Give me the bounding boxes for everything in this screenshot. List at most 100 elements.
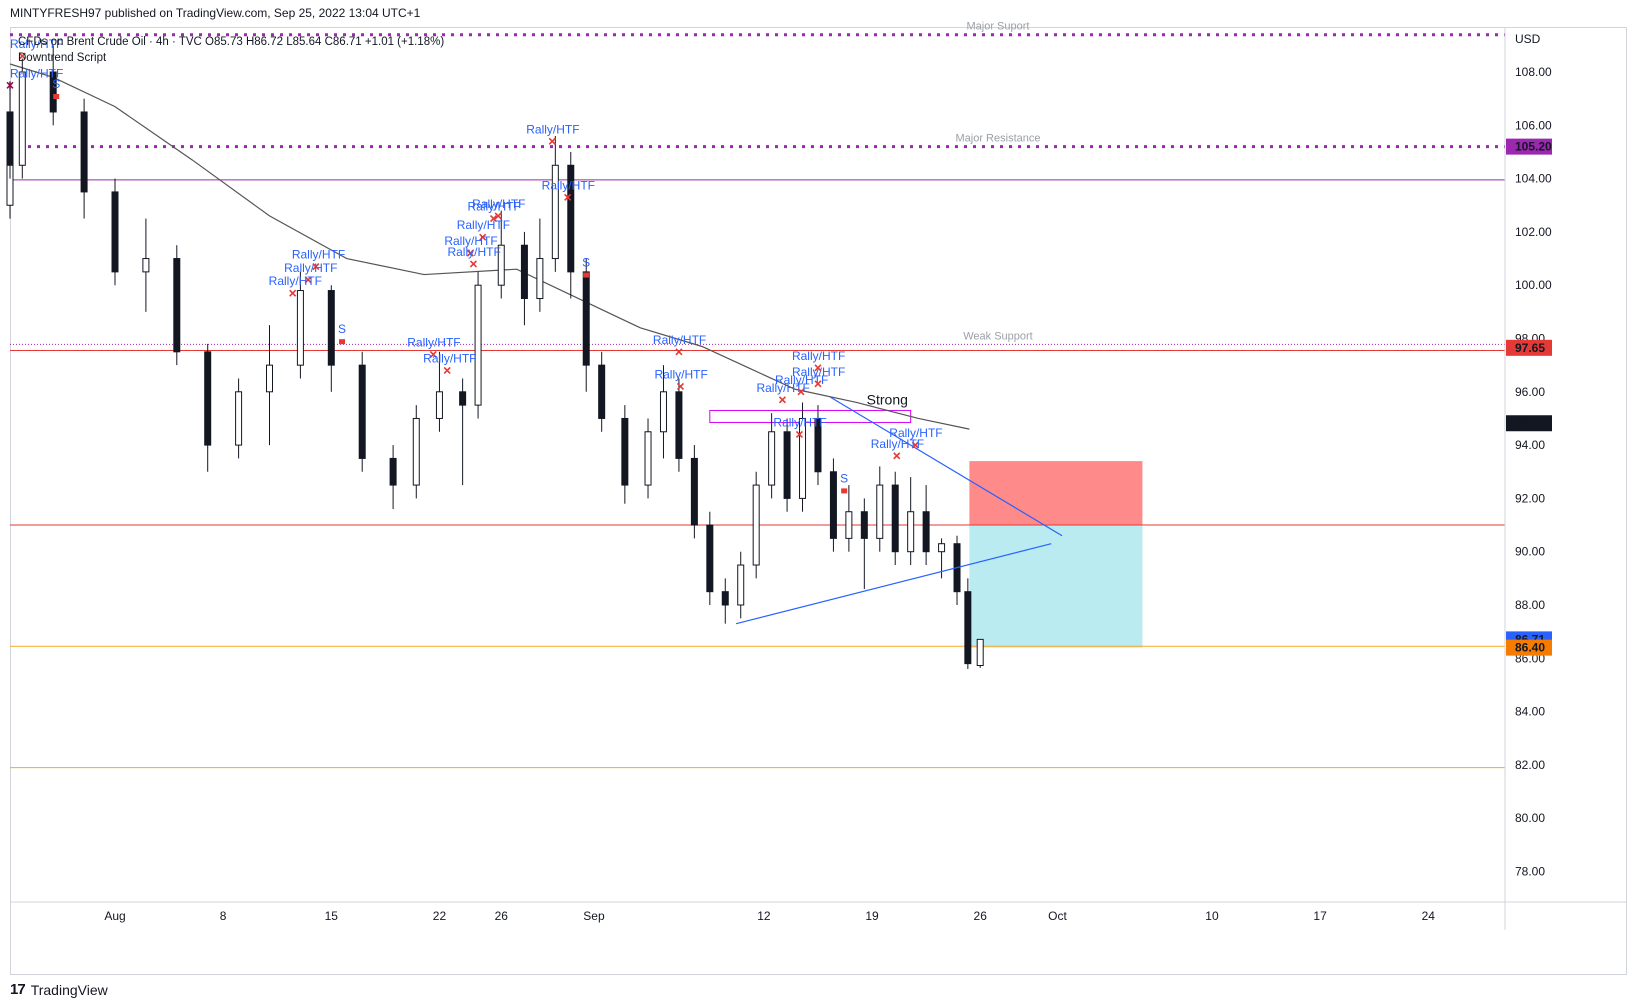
candle-body [474, 284, 482, 406]
candle[interactable] [142, 218, 150, 312]
signal-cross-icon [911, 441, 919, 449]
candle[interactable] [474, 271, 482, 419]
candle[interactable] [829, 458, 837, 552]
candle[interactable] [675, 378, 683, 472]
signal-annotation[interactable]: Rally/HTF [292, 248, 345, 271]
candle[interactable] [799, 402, 807, 512]
candle[interactable] [659, 365, 667, 459]
signal-annotation[interactable]: Rally/HTF [526, 122, 580, 145]
indicator-legend[interactable]: Downtrend Script [18, 52, 107, 64]
time-axis: Aug 8 15 22 26 Sep 12 19 26 Oct 10 17 24 [10, 901, 1627, 923]
candle[interactable] [907, 477, 915, 566]
signal-star-icon [6, 81, 14, 90]
trendline[interactable] [830, 396, 1063, 537]
signal-annotation[interactable]: Rally/HTF [871, 437, 924, 460]
signal-annotation[interactable]: Rally/HTF [792, 365, 845, 388]
candle[interactable] [953, 535, 961, 605]
candle[interactable] [80, 98, 88, 219]
moving-average-line[interactable] [9, 63, 970, 430]
candle[interactable] [18, 58, 26, 179]
signal-label: Rally/HTF [773, 415, 826, 429]
candle-body [706, 524, 714, 593]
tradingview-logo[interactable]: 17 TradingView [10, 981, 108, 998]
candle[interactable] [598, 351, 606, 432]
candle[interactable] [497, 210, 505, 299]
candle[interactable] [964, 578, 972, 669]
candle[interactable] [204, 343, 212, 472]
candle[interactable] [721, 578, 729, 624]
price-flag[interactable]: 105.20 [1506, 138, 1552, 155]
candle[interactable] [752, 471, 760, 579]
candle[interactable] [173, 245, 181, 366]
candle[interactable] [891, 471, 899, 566]
signal-annotation[interactable]: Rally/HTF [447, 245, 501, 268]
candle[interactable] [644, 418, 652, 499]
signal-annotation[interactable]: Rally/HTF [468, 200, 521, 223]
signal-annotation[interactable]: S [52, 77, 60, 99]
signal-annotation[interactable]: Rally/HTF [773, 415, 827, 439]
signal-annotation[interactable]: Rally/HTF [792, 349, 845, 372]
signal-annotation[interactable]: Rally/HTF [542, 178, 595, 201]
candle[interactable] [435, 351, 443, 432]
candle[interactable] [876, 466, 884, 552]
signal-label: S [582, 256, 590, 270]
candle[interactable] [737, 551, 745, 619]
candle[interactable] [621, 405, 629, 504]
candle[interactable] [358, 351, 366, 472]
signal-annotation[interactable]: Rally/HTF [775, 373, 828, 396]
signal-annotation[interactable]: Rally/HTF [444, 234, 498, 257]
candle[interactable] [551, 135, 559, 272]
signal-annotation[interactable]: Rally/HTF [457, 218, 510, 241]
chart-frame[interactable] [10, 27, 1627, 975]
candle[interactable] [327, 285, 335, 392]
signal-annotation[interactable]: Rally/HTF [10, 37, 63, 60]
candle[interactable] [845, 485, 853, 552]
take-profit-zone[interactable] [969, 525, 1143, 648]
candle[interactable] [459, 378, 467, 486]
signal-annotation[interactable]: S [582, 256, 590, 278]
candle[interactable] [389, 445, 397, 510]
signal-annotation[interactable]: Rally/HTF [756, 381, 810, 404]
time-tick-label: 12 [757, 909, 771, 923]
signal-annotation[interactable]: Rally/HTF [472, 197, 526, 220]
signal-label: S [338, 322, 346, 336]
price-flag[interactable]: 94.82 [1506, 415, 1552, 432]
signal-annotation[interactable]: Rally/HTF [654, 367, 708, 391]
signal-annotation[interactable]: Rally/HTF [407, 335, 461, 359]
candle-body [582, 271, 590, 366]
candle[interactable] [814, 405, 822, 486]
candle[interactable] [49, 45, 57, 126]
price-flag[interactable]: 97.65 [1506, 339, 1552, 356]
candle[interactable] [111, 178, 119, 286]
candle[interactable] [266, 325, 273, 446]
signal-annotation[interactable]: Rally/HTF [284, 261, 337, 284]
signal-annotation[interactable]: S [840, 471, 848, 494]
signal-annotation[interactable]: Rally/HTF [6, 66, 63, 90]
candle[interactable] [768, 413, 776, 499]
candle[interactable] [536, 218, 544, 312]
candle[interactable] [690, 445, 698, 539]
stop-loss-zone[interactable] [969, 461, 1143, 526]
trendline[interactable] [735, 543, 1052, 625]
candle[interactable] [976, 638, 984, 668]
symbol-legend[interactable]: CFDs on Brent Crude Oil · 4h · TVC O85.7… [18, 36, 444, 48]
candle[interactable] [783, 418, 791, 512]
candle[interactable] [582, 258, 590, 392]
candle[interactable] [567, 151, 575, 299]
signal-annotation[interactable]: S [338, 322, 346, 345]
signal-annotation[interactable]: Rally/HTF [423, 351, 477, 375]
candle-body [567, 164, 575, 273]
candle[interactable] [6, 98, 14, 179]
candle[interactable] [922, 485, 930, 566]
candle[interactable] [235, 378, 243, 459]
candle[interactable] [706, 511, 714, 605]
signal-annotation[interactable]: Rally/HTF [269, 274, 322, 297]
signal-annotation[interactable]: Rally/HTF [653, 333, 706, 356]
price-flag[interactable]: 86.40 [1506, 639, 1552, 656]
candle[interactable] [520, 231, 528, 326]
candle[interactable] [860, 498, 868, 590]
candle[interactable] [412, 405, 420, 499]
signal-annotation[interactable]: Rally/HTF [889, 426, 943, 449]
candle[interactable] [296, 271, 304, 379]
